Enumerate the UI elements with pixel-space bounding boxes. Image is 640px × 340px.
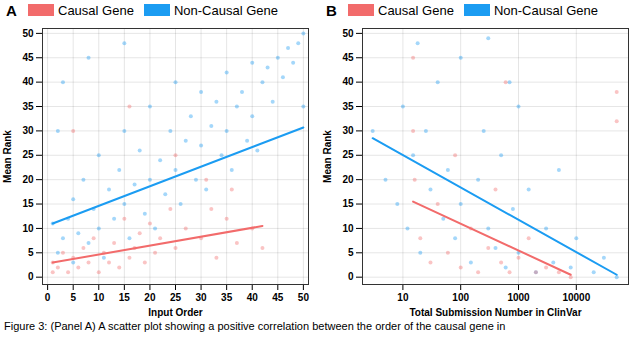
svg-text:25: 25 xyxy=(22,149,34,160)
svg-text:15: 15 xyxy=(119,292,131,303)
svg-text:40: 40 xyxy=(342,76,354,87)
svg-text:35: 35 xyxy=(342,101,354,112)
svg-text:0: 0 xyxy=(28,271,34,282)
svg-text:5: 5 xyxy=(28,247,34,258)
svg-text:30: 30 xyxy=(342,125,354,136)
svg-text:10: 10 xyxy=(397,292,409,303)
svg-text:45: 45 xyxy=(342,52,354,63)
svg-text:35: 35 xyxy=(221,292,233,303)
html-text:B: B xyxy=(326,1,337,19)
svg-text:1000: 1000 xyxy=(507,292,530,303)
svg-text:45: 45 xyxy=(22,52,34,63)
html-text:Non-Causal Gene: Non-Causal Gene xyxy=(173,2,278,18)
svg-text:Mean Rank: Mean Rank xyxy=(322,130,333,183)
svg-text:20: 20 xyxy=(144,292,156,303)
svg-text:Mean Rank: Mean Rank xyxy=(2,130,13,183)
html-text:A: A xyxy=(6,1,17,19)
svg-text:40: 40 xyxy=(247,292,259,303)
svg-text:40: 40 xyxy=(22,76,34,87)
svg-text:20: 20 xyxy=(342,174,354,185)
svg-text:5: 5 xyxy=(70,292,76,303)
svg-text:15: 15 xyxy=(22,198,34,209)
svg-text:45: 45 xyxy=(272,292,284,303)
svg-text:30: 30 xyxy=(196,292,208,303)
svg-text:100: 100 xyxy=(452,292,469,303)
svg-text:10: 10 xyxy=(342,223,354,234)
svg-text:50: 50 xyxy=(22,28,34,39)
svg-text:30: 30 xyxy=(22,125,34,136)
svg-text:0: 0 xyxy=(45,292,51,303)
html-text:Figure 3: (Panel A) A scatter: Figure 3: (Panel A) A scatter plot showi… xyxy=(4,320,506,332)
svg-text:5: 5 xyxy=(348,247,354,258)
svg-text:50: 50 xyxy=(342,28,354,39)
svg-text:25: 25 xyxy=(170,292,182,303)
svg-text:25: 25 xyxy=(342,149,354,160)
svg-text:10: 10 xyxy=(22,223,34,234)
svg-text:10: 10 xyxy=(93,292,105,303)
svg-text:50: 50 xyxy=(298,292,310,303)
svg-text:Input Order: Input Order xyxy=(148,307,203,318)
svg-text:20: 20 xyxy=(22,174,34,185)
svg-text:35: 35 xyxy=(22,101,34,112)
html-text:Non-Causal Gene: Non-Causal Gene xyxy=(493,2,598,18)
svg-text:Total Submission Number in Cli: Total Submission Number in ClinVar xyxy=(409,307,581,318)
html-text:Causal Gene: Causal Gene xyxy=(378,2,454,18)
html-text:Causal Gene: Causal Gene xyxy=(58,2,134,18)
svg-text:15: 15 xyxy=(342,198,354,209)
svg-text:0: 0 xyxy=(348,271,354,282)
svg-text:10000: 10000 xyxy=(562,292,590,303)
